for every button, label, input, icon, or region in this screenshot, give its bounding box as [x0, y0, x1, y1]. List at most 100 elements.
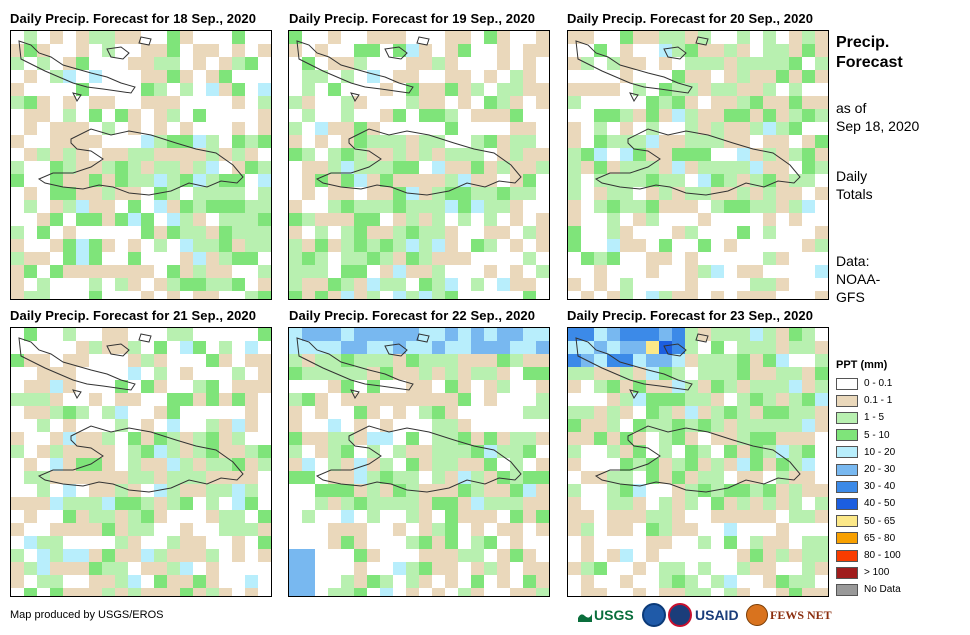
precip-cell: [232, 419, 245, 432]
legend-swatch: [836, 549, 858, 562]
precip-cell: [594, 148, 607, 161]
precip-cell: [154, 239, 167, 252]
precip-cell: [763, 109, 776, 122]
precip-cell: [510, 510, 523, 523]
precip-cell: [89, 549, 102, 562]
precip-cell: [815, 135, 828, 148]
precip-cell: [380, 187, 393, 200]
precip-cell: [568, 354, 581, 367]
precip-cell: [445, 458, 458, 471]
precip-cell: [11, 96, 24, 109]
precip-cell: [510, 135, 523, 148]
precip-cell: [193, 265, 206, 278]
precip-cell: [497, 549, 510, 562]
precip-cell: [354, 549, 367, 562]
precip-cell: [523, 57, 536, 70]
precip-cell: [50, 31, 63, 44]
precip-cell: [789, 458, 802, 471]
precip-cell: [763, 497, 776, 510]
legend-label: 30 - 40: [864, 481, 896, 493]
precip-cell: [341, 161, 354, 174]
precip-cell: [115, 484, 128, 497]
hispaniola-outline: [37, 128, 244, 196]
precip-cell: [50, 562, 63, 575]
precip-cell: [315, 265, 328, 278]
precip-cell: [672, 70, 685, 83]
fewsnet-logo: FEWS NET: [746, 604, 832, 626]
precip-cell: [497, 445, 510, 458]
precip-cell: [367, 341, 380, 354]
precip-cell: [115, 523, 128, 536]
precip-cell: [568, 226, 581, 239]
precip-cell: [102, 458, 115, 471]
precip-cell: [154, 109, 167, 122]
precip-cell: [232, 380, 245, 393]
precip-cell: [620, 31, 633, 44]
precip-cell: [380, 497, 393, 510]
precip-cell: [432, 445, 445, 458]
precip-cell: [328, 419, 341, 432]
precip-cell: [711, 122, 724, 135]
precip-cell: [594, 471, 607, 484]
precip-cell: [471, 109, 484, 122]
precip-cell: [354, 354, 367, 367]
precip-cell: [328, 57, 341, 70]
precip-cell: [380, 278, 393, 291]
precip-cell: [354, 226, 367, 239]
precip-cell: [328, 328, 341, 341]
precip-cell: [128, 278, 141, 291]
precip-cell: [154, 226, 167, 239]
precip-cell: [594, 406, 607, 419]
precip-cell: [776, 575, 789, 588]
precip-cell: [750, 328, 763, 341]
precip-cell: [367, 70, 380, 83]
precip-cell: [50, 148, 63, 161]
precip-cell: [154, 458, 167, 471]
precip-cell: [328, 148, 341, 161]
precip-cell: [789, 575, 802, 588]
precip-cell: [802, 588, 815, 596]
precip-cell: [258, 354, 271, 367]
precip-cell: [50, 200, 63, 213]
legend-item: 40 - 50: [836, 497, 895, 510]
precip-cell: [50, 445, 63, 458]
precip-cell: [102, 148, 115, 161]
precip-cell: [737, 484, 750, 497]
precip-cell: [128, 161, 141, 174]
precip-cell: [594, 432, 607, 445]
precip-cell: [750, 341, 763, 354]
precip-cell: [302, 328, 315, 341]
precip-cell: [380, 419, 393, 432]
precip-cell: [789, 432, 802, 445]
precip-cell: [776, 445, 789, 458]
precip-cell: [659, 341, 672, 354]
precip-cell: [620, 458, 633, 471]
precip-cell: [219, 57, 232, 70]
precip-cell: [724, 497, 737, 510]
precip-cell: [802, 510, 815, 523]
precip-cell: [724, 109, 737, 122]
precip-cell: [789, 109, 802, 122]
precip-cell: [458, 458, 471, 471]
precip-cell: [523, 83, 536, 96]
precip-cell: [685, 109, 698, 122]
precip-cell: [232, 122, 245, 135]
precip-cell: [698, 44, 711, 57]
precip-cell: [258, 458, 271, 471]
precip-cell: [698, 70, 711, 83]
precip-cell: [154, 70, 167, 83]
precip-cell: [737, 497, 750, 510]
precip-cell: [698, 536, 711, 549]
precip-cell: [354, 588, 367, 596]
precip-cell: [354, 484, 367, 497]
precip-cell: [154, 562, 167, 575]
precip-cell: [341, 341, 354, 354]
hispaniola-outline: [37, 425, 244, 493]
precip-cell: [737, 44, 750, 57]
map-panel-20: [567, 30, 829, 300]
precip-cell: [484, 497, 497, 510]
precip-cell: [193, 575, 206, 588]
precip-cell: [50, 575, 63, 588]
fewsnet-logo-text: FEWS NET: [770, 607, 832, 622]
precip-cell: [659, 109, 672, 122]
